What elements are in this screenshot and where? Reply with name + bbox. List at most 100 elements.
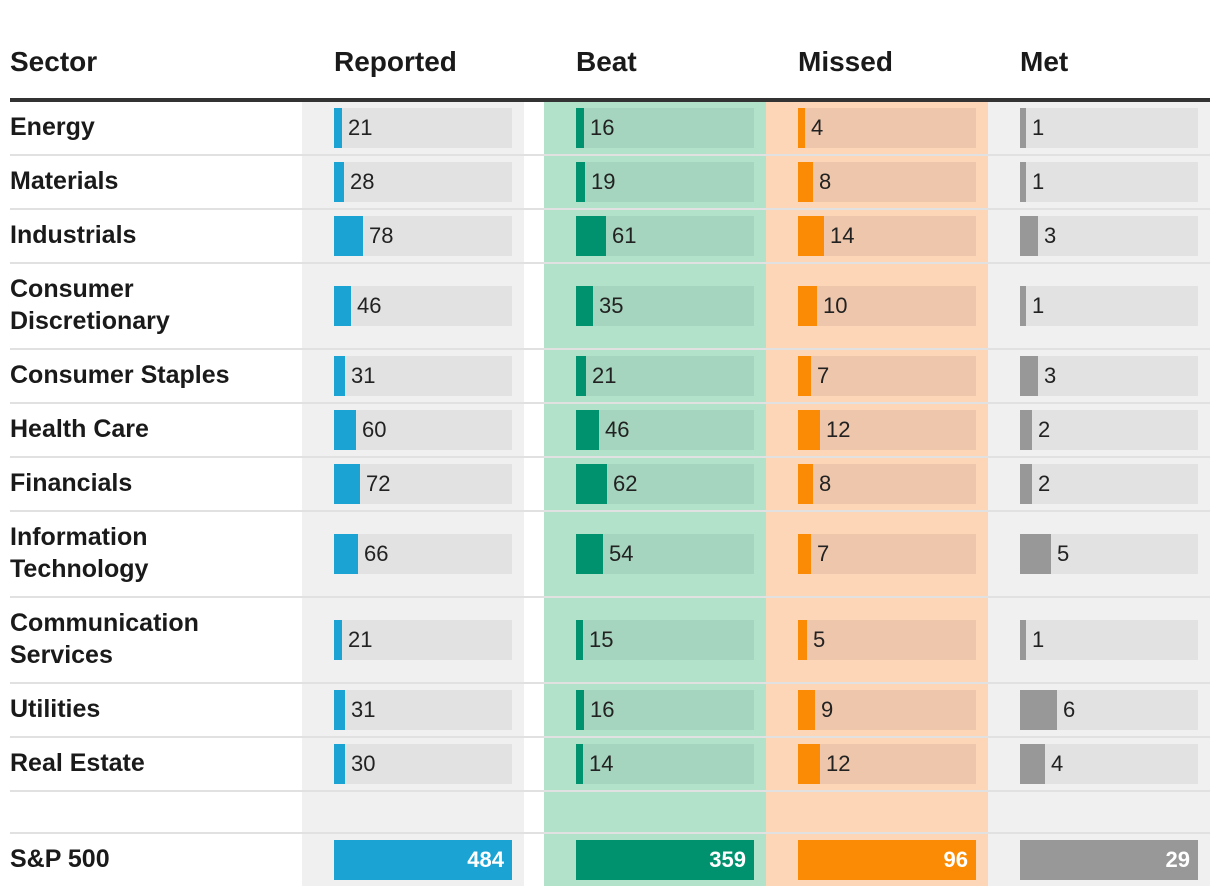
bar-track-beat: 16 xyxy=(576,108,754,148)
bar-track-missed: 14 xyxy=(798,216,976,256)
sector-label: Real Estate xyxy=(10,749,145,777)
sector-label: Utilities xyxy=(10,695,101,723)
bar-reported xyxy=(334,356,345,396)
bar-track-beat: 46 xyxy=(576,410,754,450)
sector-label: Information Technology xyxy=(10,521,290,585)
bar-missed xyxy=(798,744,820,784)
bar-reported xyxy=(334,162,344,202)
total-value-missed: 96 xyxy=(943,847,968,872)
value-label-missed: 4 xyxy=(811,115,824,140)
bar-beat xyxy=(576,464,607,504)
bar-beat xyxy=(576,286,593,326)
value-label-missed: 12 xyxy=(826,417,851,442)
bar-met xyxy=(1020,620,1026,660)
value-label-reported: 31 xyxy=(351,697,376,722)
value-label-reported: 60 xyxy=(362,417,387,442)
bar-track-missed: 4 xyxy=(798,108,976,148)
total-bar-met: 29 xyxy=(1020,840,1198,880)
bar-reported xyxy=(334,744,345,784)
bar-missed xyxy=(798,108,805,148)
bar-missed xyxy=(798,286,817,326)
total-label: S&P 500 xyxy=(10,845,110,873)
value-label-beat: 35 xyxy=(599,293,624,318)
bar-track-missed: 8 xyxy=(798,464,976,504)
bar-track-missed: 12 xyxy=(798,744,976,784)
bar-missed xyxy=(798,410,820,450)
bar-track-met: 1 xyxy=(1020,286,1198,326)
row-separator xyxy=(10,208,1210,210)
row-separator xyxy=(10,596,1210,598)
bar-reported xyxy=(334,216,363,256)
bar-track-missed: 9 xyxy=(798,690,976,730)
value-label-beat: 54 xyxy=(609,541,634,566)
bar-track-met: 3 xyxy=(1020,356,1198,396)
header-reported: Reported xyxy=(334,46,457,77)
bar-met xyxy=(1020,690,1057,730)
sector-label: Energy xyxy=(10,113,95,141)
value-label-beat: 21 xyxy=(592,363,617,388)
value-label-reported: 30 xyxy=(351,751,376,776)
bar-met xyxy=(1020,108,1026,148)
bar-track-reported: 31 xyxy=(334,356,512,396)
sector-label-line: Technology xyxy=(10,555,149,583)
bar-beat xyxy=(576,162,585,202)
sector-label-line: Communication xyxy=(10,609,199,637)
bar-track-missed: 10 xyxy=(798,286,976,326)
value-label-met: 2 xyxy=(1038,417,1051,442)
bar-track-met: 2 xyxy=(1020,464,1198,504)
bar-beat xyxy=(576,620,583,660)
value-label-beat: 15 xyxy=(589,627,614,652)
bar-track-met: 1 xyxy=(1020,620,1198,660)
bar-track-beat: 21 xyxy=(576,356,754,396)
value-label-reported: 31 xyxy=(351,363,376,388)
bar-reported xyxy=(334,534,358,574)
value-label-met: 1 xyxy=(1032,115,1045,140)
total-value-reported: 484 xyxy=(467,847,504,872)
bar-track-beat: 14 xyxy=(576,744,754,784)
bar-track-beat: 35 xyxy=(576,286,754,326)
bar-track-met: 1 xyxy=(1020,162,1198,202)
header-beat: Beat xyxy=(576,46,637,77)
bar-track-met: 3 xyxy=(1020,216,1198,256)
value-label-beat: 14 xyxy=(589,751,614,776)
bar-met xyxy=(1020,162,1026,202)
value-label-missed: 7 xyxy=(817,541,830,566)
value-label-met: 6 xyxy=(1063,697,1076,722)
row-separator xyxy=(10,262,1210,264)
sector-label-line: Discretionary xyxy=(10,307,170,335)
bar-missed xyxy=(798,620,807,660)
bar-reported xyxy=(334,410,356,450)
bar-reported xyxy=(334,286,351,326)
bar-beat xyxy=(576,744,583,784)
bar-missed xyxy=(798,216,824,256)
value-label-beat: 19 xyxy=(591,169,616,194)
value-label-met: 2 xyxy=(1038,471,1051,496)
bar-track-reported: 46 xyxy=(334,286,512,326)
bar-track-beat: 62 xyxy=(576,464,754,504)
sector-label-line: Consumer xyxy=(10,275,134,303)
bar-missed xyxy=(798,162,813,202)
bar-met xyxy=(1020,464,1032,504)
sector-label-line: Information xyxy=(10,523,148,551)
value-label-beat: 16 xyxy=(590,697,615,722)
value-label-beat: 46 xyxy=(605,417,630,442)
total-bar-beat: 359 xyxy=(576,840,754,880)
bar-track-beat: 16 xyxy=(576,690,754,730)
value-label-reported: 78 xyxy=(369,223,394,248)
bar-beat xyxy=(576,356,586,396)
value-label-reported: 28 xyxy=(350,169,375,194)
bar-missed xyxy=(798,690,815,730)
value-label-missed: 8 xyxy=(819,471,832,496)
bar-met xyxy=(1020,216,1038,256)
value-label-missed: 8 xyxy=(819,169,832,194)
sector-label: Materials xyxy=(10,167,119,195)
value-label-missed: 7 xyxy=(817,363,830,388)
bar-track-reported: 21 xyxy=(334,108,512,148)
value-label-reported: 21 xyxy=(348,115,373,140)
bar-met xyxy=(1020,356,1038,396)
row-separator xyxy=(10,510,1210,512)
total-bar-reported: 484 xyxy=(334,840,512,880)
value-label-missed: 10 xyxy=(823,293,848,318)
row-separator xyxy=(10,790,1210,792)
value-label-met: 5 xyxy=(1057,541,1070,566)
